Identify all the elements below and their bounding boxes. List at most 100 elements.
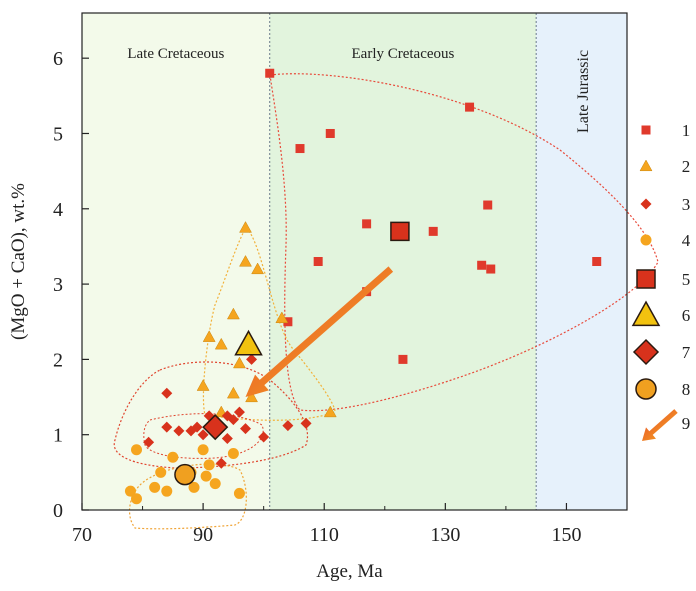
point-series-1-9 <box>483 200 493 210</box>
axes: 70 90 110 130 150 0 1 2 3 4 5 6 Age, Ma (MgO + CaO), … <box>8 12 628 582</box>
x-tick-label-3: 130 <box>430 524 460 546</box>
legend-marker-9 <box>642 409 678 441</box>
region-label-0: Late Cretaceous <box>127 46 224 62</box>
point-series-2-11 <box>323 405 337 418</box>
point-series-4-13 <box>233 487 245 499</box>
point-series-2-7 <box>226 386 240 399</box>
region-2 <box>536 13 627 510</box>
legend: 1 2 3 4 5 6 7 8 9 <box>631 121 691 441</box>
legend-label-3: 3 <box>682 195 691 214</box>
y-tick-label-5: 5 <box>53 123 63 145</box>
legend-label-9: 9 <box>682 414 691 433</box>
trend-arrow <box>245 266 394 397</box>
point-series-3-3 <box>173 425 185 437</box>
point-series-4-8 <box>188 481 200 493</box>
point-series-2-10 <box>275 311 289 324</box>
point-series-4-10 <box>200 470 212 482</box>
point-series-3-0 <box>161 387 173 399</box>
legend-marker-4 <box>640 234 652 246</box>
point-series-4-1 <box>124 485 136 497</box>
point-series-4-6 <box>167 451 179 463</box>
legend-marker-5 <box>636 269 656 289</box>
point-series-4-14 <box>209 478 221 490</box>
point-series-1-6 <box>428 226 438 236</box>
x-tick-label-0: 70 <box>72 524 92 546</box>
point-series-1-3 <box>325 128 335 138</box>
x-tick-label-4: 150 <box>551 524 581 546</box>
trend-arrow-shape <box>245 266 394 397</box>
point-series-6-0 <box>234 329 263 356</box>
point-series-2-5 <box>214 337 228 350</box>
point-series-1-2 <box>313 257 323 266</box>
point-series-8-0 <box>174 463 196 486</box>
point-series-3-2 <box>143 436 155 448</box>
legend-label-4: 4 <box>682 231 691 250</box>
point-series-1-1 <box>295 144 305 154</box>
x-tick-label-1: 90 <box>193 524 213 546</box>
point-series-7-0 <box>202 414 229 441</box>
point-series-5-0 <box>390 221 410 242</box>
point-series-1-11 <box>592 257 602 266</box>
age-regions: Late Cretaceous Early Cretaceous Late Jura… <box>82 13 627 510</box>
point-series-3-12 <box>215 457 227 469</box>
envelope-group-1 <box>269 73 659 412</box>
envelope-group-2 <box>202 227 336 421</box>
point-series-1-13 <box>283 317 293 327</box>
point-series-3-10 <box>233 406 245 418</box>
y-tick-label-0: 0 <box>53 500 63 522</box>
point-series-3-5 <box>191 421 203 433</box>
y-tick-label-2: 2 <box>53 349 63 371</box>
point-series-4-9 <box>197 444 209 456</box>
point-series-3-1 <box>161 421 173 433</box>
x-axis-label: Age, Ma <box>316 561 383 582</box>
point-series-3-14 <box>258 431 270 443</box>
region-1 <box>269 13 537 510</box>
point-series-1-0 <box>265 68 275 78</box>
point-series-4-5 <box>161 485 173 497</box>
point-series-1-10 <box>486 264 496 274</box>
legend-marker-6 <box>631 300 661 327</box>
data-points <box>124 68 602 505</box>
legend-label-5: 5 <box>682 270 691 289</box>
point-series-2-0 <box>239 221 252 233</box>
y-tick-label-6: 6 <box>53 48 63 70</box>
point-series-2-1 <box>239 254 252 267</box>
point-series-3-11 <box>240 423 251 435</box>
point-series-4-12 <box>227 448 239 460</box>
point-series-1-12 <box>398 354 408 364</box>
region-label-1: Early Cretaceous <box>352 46 455 62</box>
x-tick-label-2: 110 <box>310 524 339 546</box>
legend-marker-2 <box>639 159 653 172</box>
legend-label-1: 1 <box>682 121 691 140</box>
y-tick-label-3: 3 <box>53 274 63 296</box>
point-series-1-8 <box>477 260 487 270</box>
legend-marker-7 <box>632 338 660 366</box>
point-series-3-6 <box>197 429 209 441</box>
point-series-3-13 <box>221 432 233 444</box>
legend-label-6: 6 <box>682 306 691 325</box>
legend-marker-1 <box>641 125 651 135</box>
point-series-4-11 <box>203 459 215 471</box>
y-axis-label: (MgO + CaO), wt.% <box>8 183 29 340</box>
legend-label-7: 7 <box>682 343 691 362</box>
point-series-2-4 <box>202 330 216 342</box>
envelope-group-3 <box>113 361 309 469</box>
point-series-2-6 <box>196 379 210 391</box>
point-series-1-4 <box>362 219 372 229</box>
region-0 <box>82 13 270 510</box>
legend-label-8: 8 <box>682 380 691 399</box>
point-series-4-4 <box>155 466 167 478</box>
point-series-1-7 <box>465 102 475 112</box>
point-series-3-16 <box>300 417 312 429</box>
point-series-2-9 <box>233 356 246 369</box>
legend-label-2: 2 <box>682 157 691 176</box>
y-tick-label-1: 1 <box>53 425 63 447</box>
point-series-3-15 <box>282 420 294 432</box>
legend-marker-3 <box>640 198 652 210</box>
point-series-2-8 <box>245 390 258 403</box>
point-series-4-3 <box>149 481 161 493</box>
point-series-4-0 <box>131 444 142 456</box>
region-label-2: Late Jurassic <box>575 50 592 133</box>
